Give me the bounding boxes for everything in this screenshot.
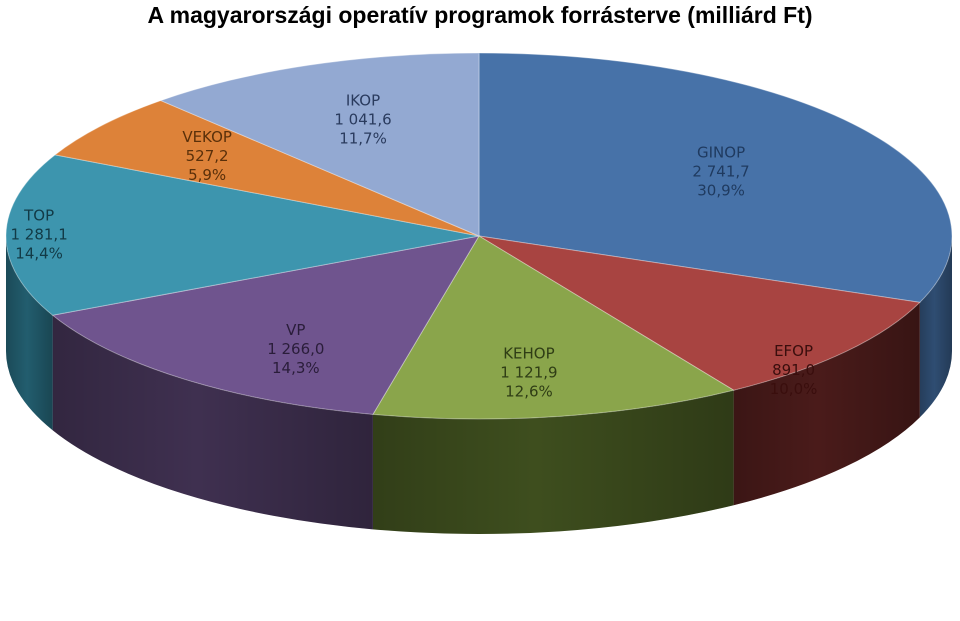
slice-percent-label: 14,3% [272, 359, 320, 377]
slice-percent-label: 11,7% [339, 129, 387, 147]
pie-side-shade-ginop [919, 236, 952, 418]
slice-name-label: VP [286, 321, 305, 339]
slice-percent-label: 30,9% [697, 181, 745, 199]
slice-value-label: 1 266,0 [267, 340, 324, 358]
slice-name-label: TOP [23, 207, 54, 225]
slice-percent-label: 5,9% [188, 166, 226, 184]
pie-slice-ikop [159, 52, 480, 237]
slice-name-label: KEHOP [503, 344, 554, 362]
slice-percent-label: 14,4% [15, 245, 63, 263]
pie-side-shade-efop [733, 302, 920, 506]
slice-name-label: GINOP [697, 143, 745, 161]
pie-slice-efop [478, 235, 921, 391]
pie-slice-vp [51, 235, 480, 415]
slice-value-label: 891,0 [772, 361, 815, 379]
slice-value-label: 2 741,7 [692, 162, 749, 180]
slice-name-label: VEKOP [182, 128, 232, 146]
slice-name-label: EFOP [774, 342, 813, 360]
pie-slice-top [5, 154, 480, 316]
slice-label-vp: VP1 266,014,3% [267, 321, 324, 377]
pie-side-shade-vp [52, 315, 373, 530]
pie-slice-vekop [53, 100, 480, 237]
pie-slice-kehop [372, 235, 735, 420]
slice-value-label: 1 121,9 [500, 363, 557, 381]
pie-side-shade-kehop [372, 390, 734, 535]
pie-side-shade-top [5, 236, 53, 431]
slice-value-label: 527,2 [186, 147, 229, 165]
slice-percent-label: 12,6% [505, 382, 553, 400]
slice-value-label: 1 041,6 [334, 110, 391, 128]
slice-value-label: 1 281,1 [10, 226, 67, 244]
slice-percent-label: 10,0% [770, 380, 818, 398]
chart-title: A magyarországi operatív programok forrá… [147, 2, 813, 28]
slice-name-label: IKOP [346, 91, 380, 109]
pie-slice-ginop [478, 52, 953, 303]
